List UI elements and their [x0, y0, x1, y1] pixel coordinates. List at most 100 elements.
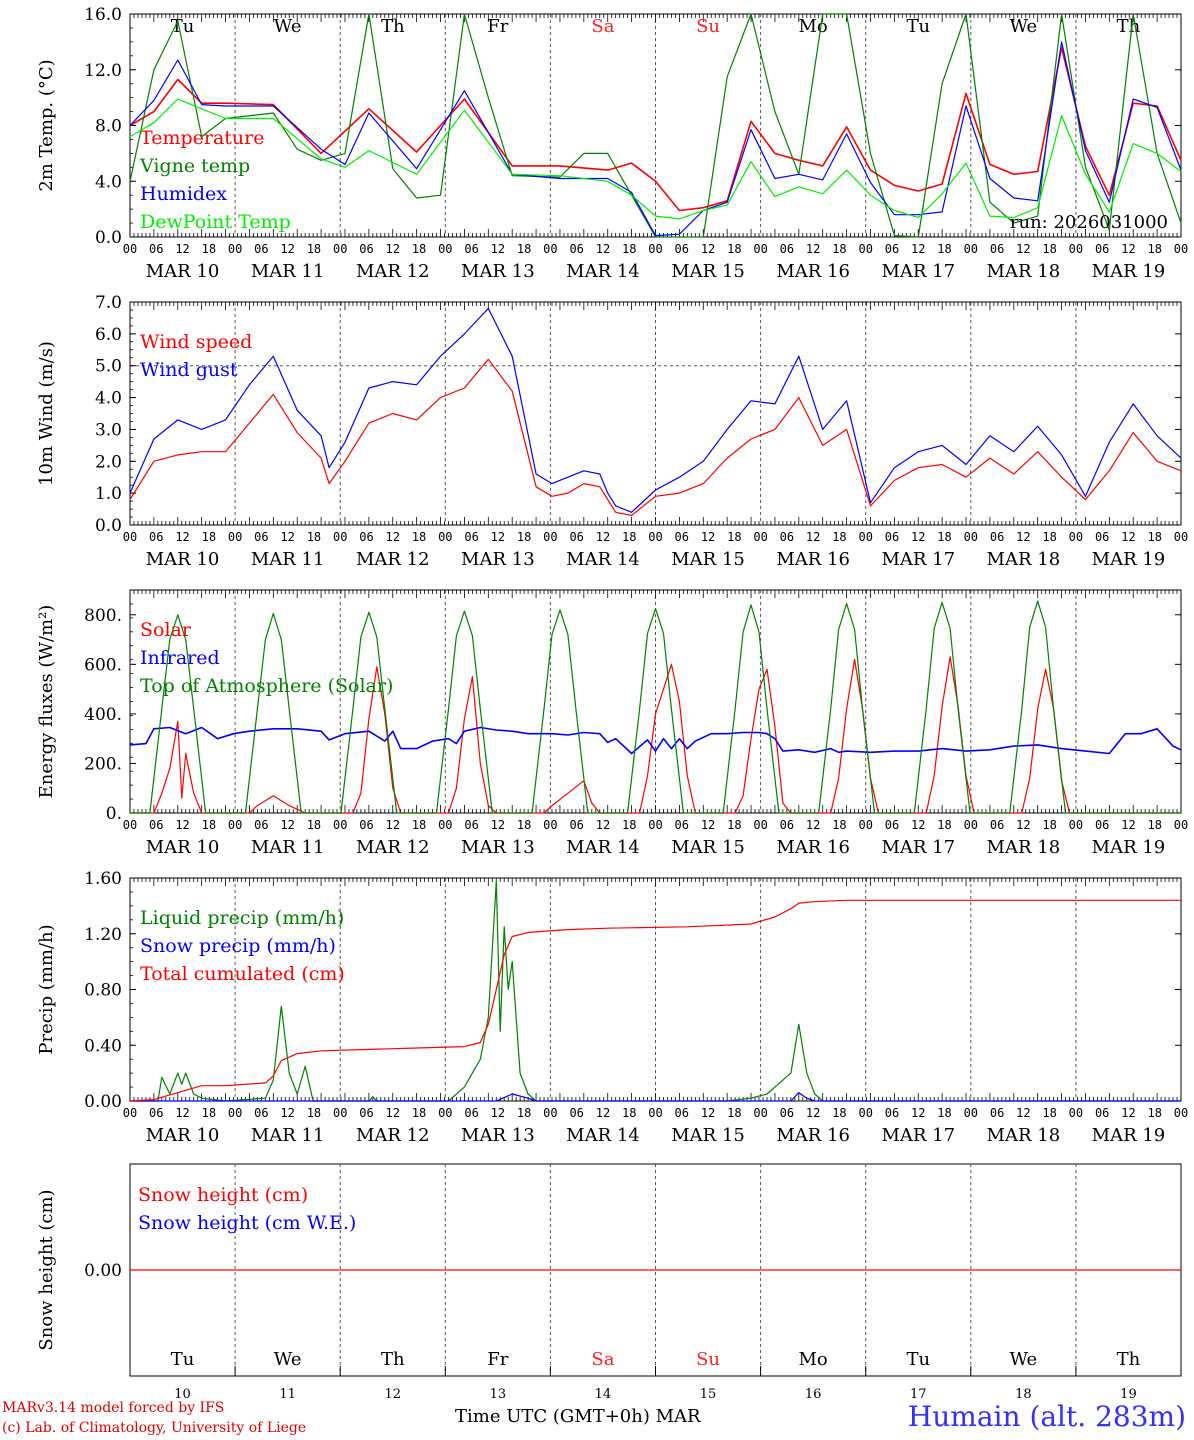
date-label: MAR 16: [776, 1125, 850, 1146]
weekday-label: Sa: [591, 1349, 614, 1370]
hour-label: 18: [517, 818, 531, 832]
date-label: MAR 19: [1092, 261, 1166, 282]
y-tick-label: 800.: [84, 606, 122, 626]
hour-label: 06: [675, 818, 689, 832]
model-credit: MARv3.14 model forced by IFS: [2, 1400, 225, 1416]
hour-label: 00: [123, 818, 137, 832]
series-line: [130, 880, 1181, 1102]
hour-label: 12: [806, 242, 820, 256]
hour-label: 18: [1147, 242, 1161, 256]
hour-label: 06: [149, 242, 163, 256]
y-tick-label: 7.0: [95, 293, 122, 313]
hour-label: 18: [307, 242, 321, 256]
hour-label: 00: [333, 1106, 347, 1120]
hour-label: 06: [780, 818, 794, 832]
hour-label: 18: [622, 242, 636, 256]
hour-label: 06: [990, 818, 1004, 832]
hour-label: 18: [1042, 818, 1056, 832]
series-line: [129, 307, 1182, 513]
hour-label: 12: [596, 818, 610, 832]
y-tick-label: 8.0: [95, 117, 122, 137]
hour-label: 00: [964, 818, 978, 832]
hour-label: 00: [543, 818, 557, 832]
date-label: MAR 15: [671, 1125, 745, 1146]
day-number: 19: [1120, 1387, 1137, 1402]
weekday-label: Tu: [171, 1349, 195, 1370]
hour-label: 00: [1069, 530, 1083, 544]
date-label: MAR 14: [566, 261, 640, 282]
day-number: 14: [595, 1387, 612, 1402]
series-line: [129, 899, 1181, 1102]
hour-label: 00: [333, 818, 347, 832]
weekday-label: Th: [381, 1349, 405, 1370]
hour-label: 00: [858, 1106, 872, 1120]
hour-label: 12: [1016, 530, 1030, 544]
hour-label: 12: [596, 242, 610, 256]
hour-label: 18: [412, 242, 426, 256]
y-axis-title: 10m Wind (m/s): [36, 341, 57, 486]
hour-label: 00: [1174, 530, 1188, 544]
hour-label: 12: [175, 1106, 189, 1120]
legend-entry: Wind gust: [140, 359, 238, 381]
hour-label: 12: [491, 242, 505, 256]
date-label: MAR 11: [251, 837, 325, 858]
date-label: MAR 11: [251, 261, 325, 282]
hour-label: 06: [149, 530, 163, 544]
date-label: MAR 17: [881, 549, 955, 570]
hour-label: 18: [412, 530, 426, 544]
weekday-label: Su: [696, 16, 720, 37]
y-axis-title: 2m Temp. (°C): [36, 59, 57, 191]
hour-label: 06: [464, 242, 478, 256]
legend-entry: DewPoint Temp: [140, 211, 291, 233]
hour-label: 06: [885, 818, 899, 832]
date-label: MAR 16: [776, 837, 850, 858]
lab-credit: (c) Lab. of Climatology, University of L…: [2, 1420, 307, 1436]
hour-label: 18: [1147, 818, 1161, 832]
hour-label: 12: [911, 818, 925, 832]
hour-label: 00: [858, 530, 872, 544]
hour-label: 00: [1174, 242, 1188, 256]
hour-label: 06: [149, 818, 163, 832]
y-tick-label: 12.0: [84, 61, 122, 81]
series-line: [130, 1092, 1181, 1102]
day-number: 17: [910, 1387, 927, 1402]
legend-entry: Infrared: [140, 647, 220, 669]
hour-label: 06: [359, 1106, 373, 1120]
weekday-label: Tu: [906, 1349, 930, 1370]
hour-label: 00: [1069, 242, 1083, 256]
hour-label: 18: [202, 242, 216, 256]
hour-label: 00: [333, 242, 347, 256]
hour-label: 00: [753, 818, 767, 832]
hour-label: 18: [727, 818, 741, 832]
date-label: MAR 11: [251, 549, 325, 570]
hour-label: 18: [727, 530, 741, 544]
day-number: 10: [174, 1387, 191, 1402]
weekday-label: Fr: [487, 16, 508, 37]
hour-label: 06: [885, 242, 899, 256]
date-label: MAR 14: [566, 549, 640, 570]
weekday-label: We: [1010, 16, 1038, 37]
hour-label: 12: [701, 242, 715, 256]
hour-label: 18: [937, 242, 951, 256]
date-label: MAR 12: [356, 261, 430, 282]
hour-label: 00: [1069, 1106, 1083, 1120]
hour-label: 12: [1121, 818, 1135, 832]
hour-label: 12: [806, 818, 820, 832]
hour-label: 06: [675, 242, 689, 256]
hour-label: 18: [727, 242, 741, 256]
hour-label: 18: [307, 1106, 321, 1120]
hour-label: 06: [254, 1106, 268, 1120]
hour-label: 06: [885, 530, 899, 544]
hour-label: 00: [228, 818, 242, 832]
date-label: MAR 14: [566, 837, 640, 858]
weekday-label: Su: [696, 1349, 720, 1370]
hour-label: 18: [1147, 1106, 1161, 1120]
y-tick-label: 6.0: [95, 325, 122, 345]
series-line: [129, 41, 1182, 237]
hour-label: 12: [701, 530, 715, 544]
weekday-label: Sa: [591, 16, 614, 37]
hour-label: 06: [254, 530, 268, 544]
hour-label: 12: [911, 242, 925, 256]
y-tick-label: 0.40: [84, 1036, 122, 1056]
date-label: MAR 18: [987, 1125, 1061, 1146]
